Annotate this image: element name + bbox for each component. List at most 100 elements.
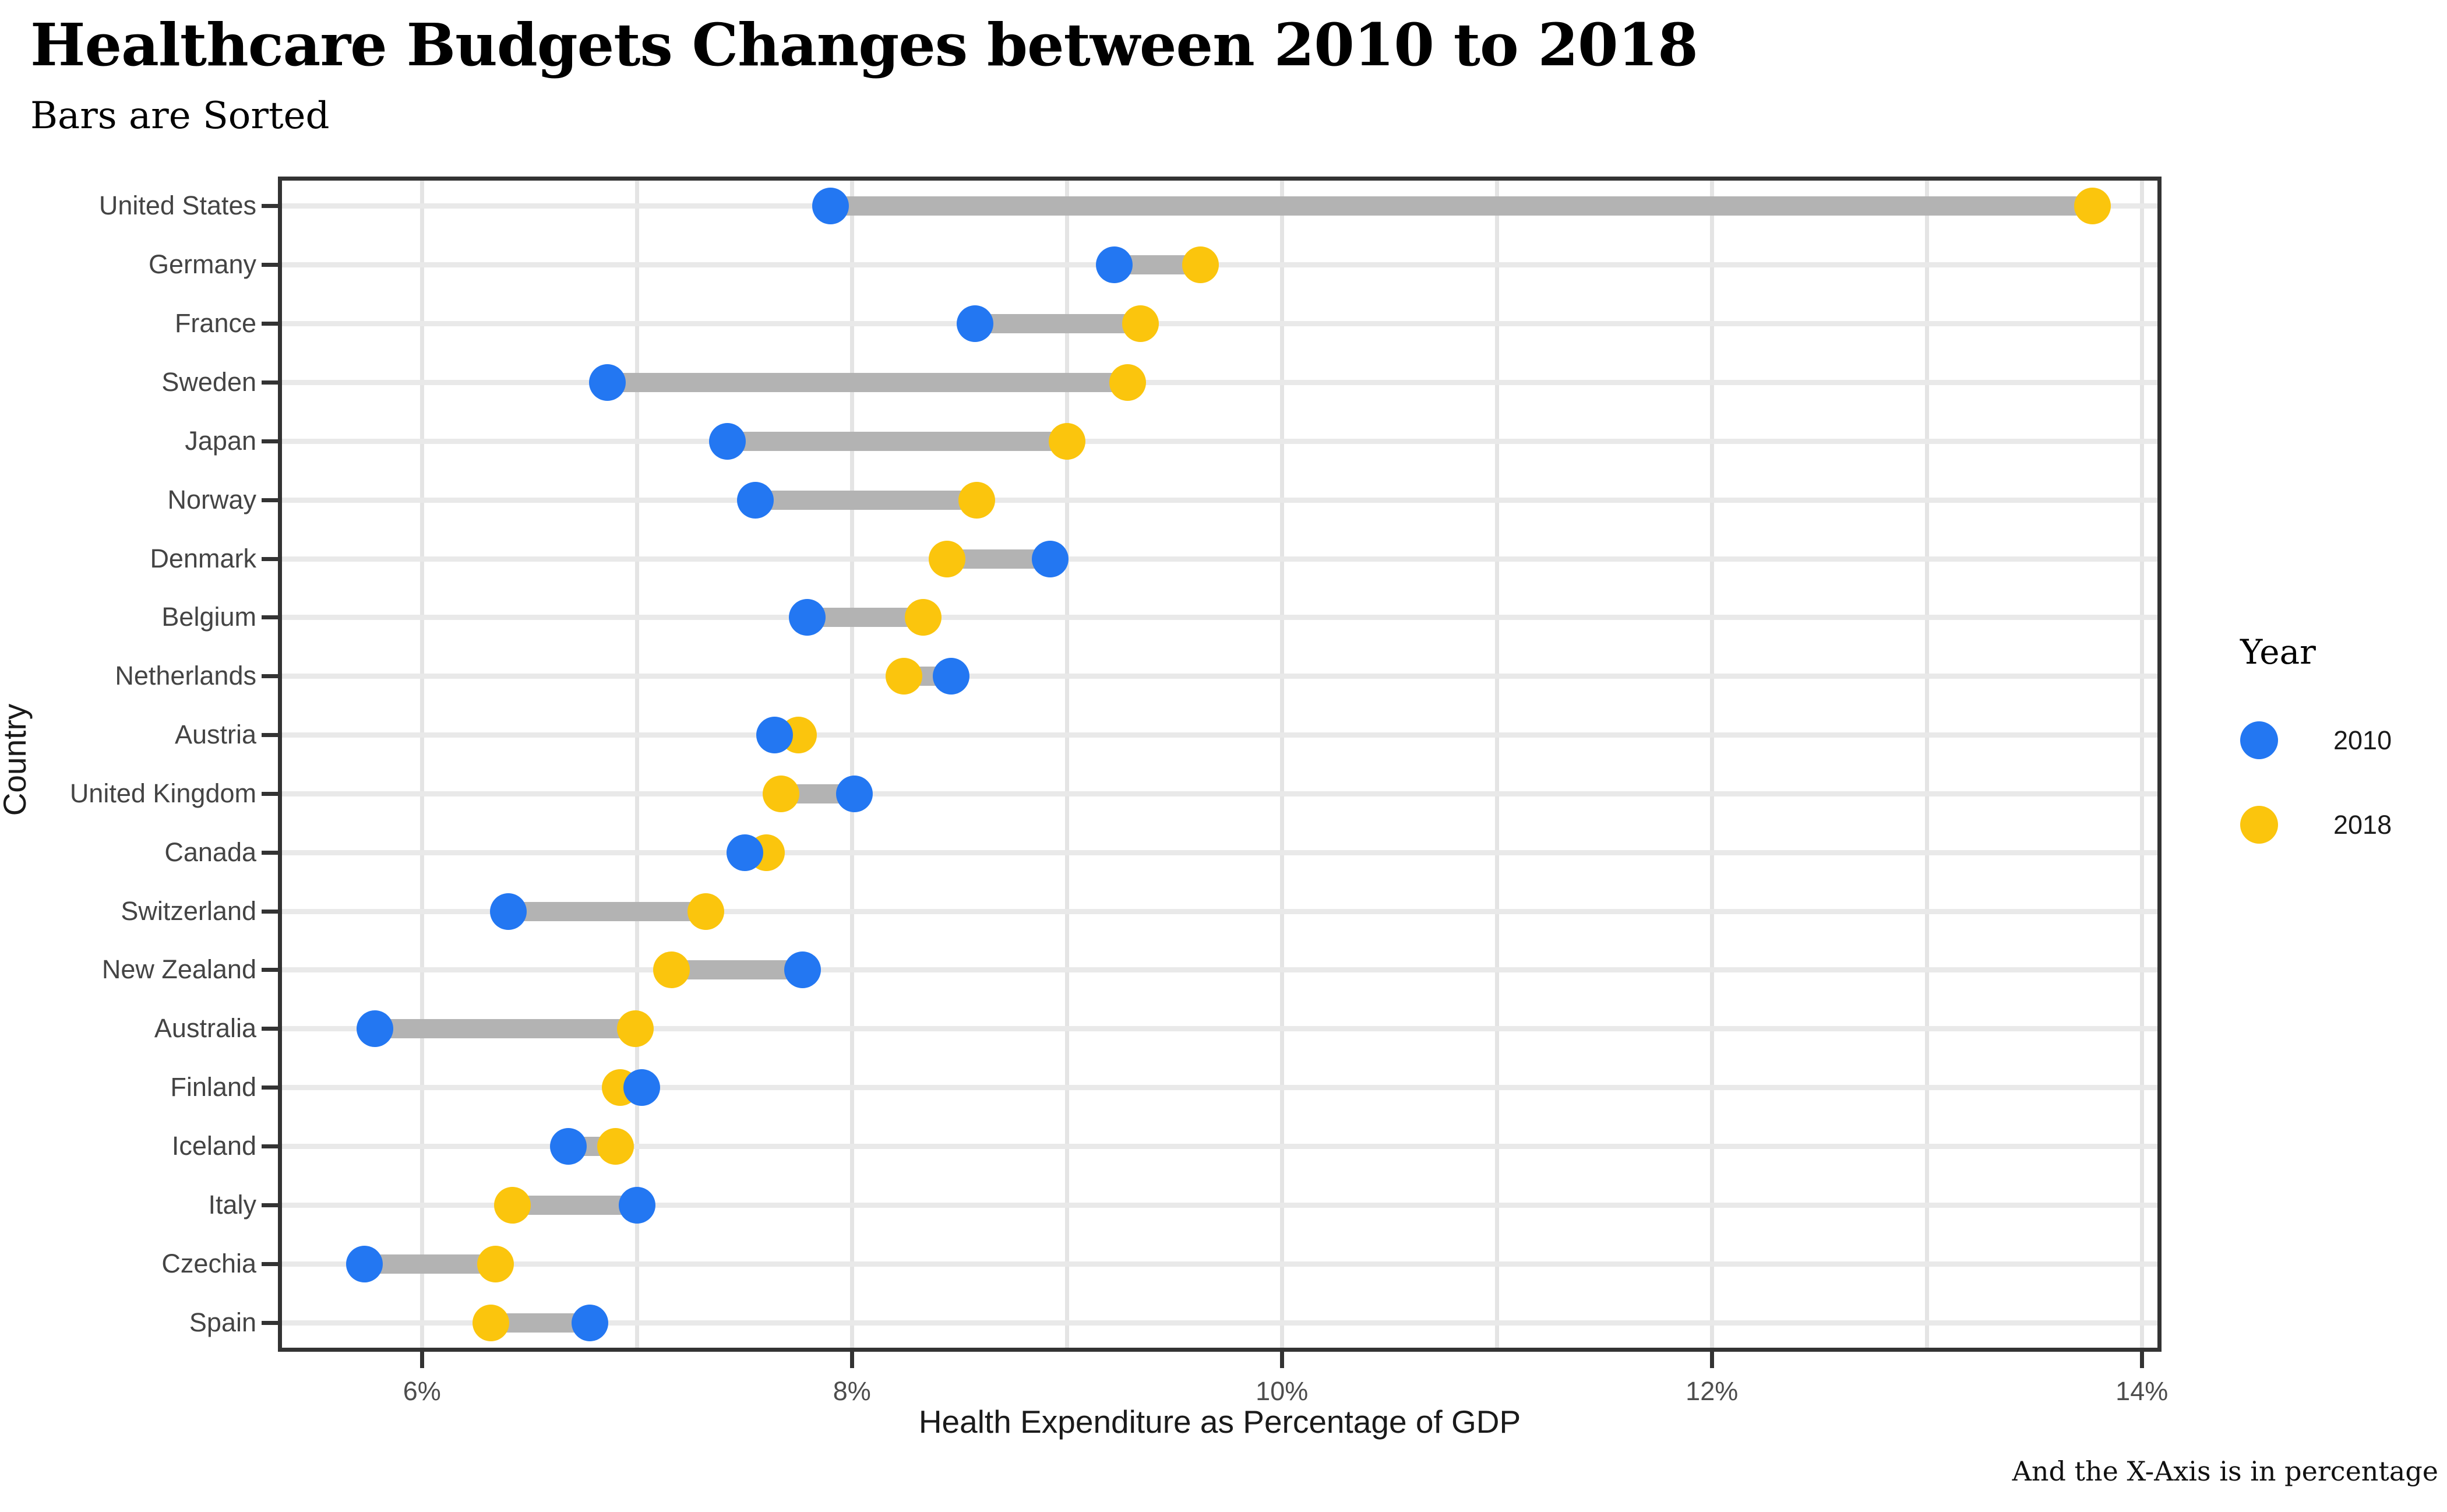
dumbbell-bar bbox=[974, 314, 1140, 334]
dot-2010 bbox=[737, 481, 774, 519]
dumbbell-bar bbox=[830, 196, 2093, 216]
v-gridline bbox=[1280, 177, 1285, 1352]
dot-2018 bbox=[905, 599, 942, 636]
y-axis-title: Country bbox=[0, 703, 33, 816]
x-tick bbox=[850, 1352, 855, 1368]
dot-2010 bbox=[1031, 540, 1069, 577]
country-label: United States bbox=[98, 191, 256, 221]
y-tick bbox=[262, 439, 278, 443]
chart-caption: And the X-Axis is in percentage bbox=[2012, 1455, 2438, 1487]
country-label: Australia bbox=[154, 1013, 256, 1044]
x-tick bbox=[1710, 1352, 1715, 1368]
dot-2018 bbox=[1109, 364, 1146, 401]
dot-2018 bbox=[1122, 305, 1159, 343]
v-gridline bbox=[1495, 177, 1500, 1352]
dumbbell-bar bbox=[671, 960, 803, 980]
country-label: Czechia bbox=[161, 1248, 256, 1278]
country-label: Belgium bbox=[161, 602, 256, 632]
dot-2010 bbox=[835, 775, 873, 812]
h-gridline bbox=[278, 321, 2162, 327]
y-tick bbox=[262, 1144, 278, 1149]
dot-2018 bbox=[928, 540, 965, 577]
dot-2018 bbox=[494, 1186, 531, 1224]
h-gridline bbox=[278, 674, 2162, 679]
v-gridline bbox=[420, 177, 425, 1352]
v-gridline bbox=[1925, 177, 1930, 1352]
dot-2018 bbox=[473, 1304, 510, 1341]
country-label: Germany bbox=[148, 249, 256, 280]
y-tick bbox=[262, 322, 278, 326]
v-gridline bbox=[635, 177, 640, 1352]
dot-2010 bbox=[345, 1245, 383, 1282]
country-label: Iceland bbox=[171, 1131, 256, 1161]
dot-2018 bbox=[1049, 422, 1086, 460]
dot-2010 bbox=[572, 1304, 609, 1341]
dumbbell-bar bbox=[375, 1019, 635, 1039]
country-label: Japan bbox=[185, 425, 256, 456]
legend-label-2010: 2010 bbox=[2333, 725, 2392, 755]
h-gridline bbox=[278, 556, 2162, 562]
y-tick bbox=[262, 380, 278, 385]
h-gridline bbox=[278, 615, 2162, 621]
legend-swatch-2018-icon bbox=[2240, 806, 2278, 844]
dot-2018 bbox=[958, 481, 996, 519]
x-tick bbox=[420, 1352, 425, 1368]
h-gridline bbox=[278, 379, 2162, 385]
y-tick bbox=[262, 498, 278, 502]
x-tick bbox=[1280, 1352, 1285, 1368]
h-gridline bbox=[278, 1202, 2162, 1208]
country-label: Switzerland bbox=[121, 896, 256, 926]
dot-2010 bbox=[956, 305, 993, 343]
dot-2010 bbox=[357, 1010, 394, 1048]
dot-2018 bbox=[653, 951, 690, 989]
legend: Year 2010 2018 bbox=[2240, 632, 2444, 890]
country-label: Norway bbox=[167, 484, 256, 514]
dot-2018 bbox=[477, 1245, 514, 1282]
y-tick bbox=[262, 909, 278, 914]
country-label: Sweden bbox=[161, 366, 256, 397]
dot-2010 bbox=[588, 364, 626, 401]
country-label: Finland bbox=[170, 1072, 256, 1102]
dot-2010 bbox=[812, 188, 849, 225]
dot-2010 bbox=[619, 1186, 656, 1224]
dot-2010 bbox=[489, 893, 527, 930]
dot-2018 bbox=[763, 775, 800, 812]
x-tick-label: 8% bbox=[833, 1376, 871, 1406]
h-gridline bbox=[278, 1026, 2162, 1032]
h-gridline bbox=[278, 850, 2162, 855]
legend-item-2010: 2010 bbox=[2240, 721, 2444, 759]
dot-2010 bbox=[623, 1069, 660, 1106]
y-tick bbox=[262, 204, 278, 209]
dumbbell-bar bbox=[607, 372, 1127, 392]
legend-swatch-2010-icon bbox=[2240, 721, 2278, 759]
y-tick bbox=[262, 1203, 278, 1207]
legend-title: Year bbox=[2240, 632, 2316, 672]
country-label: Spain bbox=[189, 1307, 256, 1337]
y-tick bbox=[262, 968, 278, 972]
h-gridline bbox=[278, 732, 2162, 738]
dot-2010 bbox=[784, 951, 821, 989]
dumbbell-layer bbox=[278, 177, 2162, 1352]
dot-2018 bbox=[2074, 188, 2111, 225]
dumbbell-bar bbox=[364, 1254, 495, 1274]
h-gridline bbox=[278, 967, 2162, 973]
v-gridline bbox=[850, 177, 855, 1352]
country-label: Denmark bbox=[150, 543, 256, 573]
country-label: Netherlands bbox=[115, 661, 256, 691]
x-tick-label: 6% bbox=[403, 1376, 441, 1406]
v-gridline bbox=[2140, 177, 2145, 1352]
dumbbell-bar bbox=[727, 431, 1067, 451]
dot-2018 bbox=[885, 658, 922, 695]
h-gridline bbox=[278, 1320, 2162, 1326]
country-label: United Kingdom bbox=[69, 778, 256, 808]
h-gridline bbox=[278, 908, 2162, 914]
x-tick-label: 14% bbox=[2115, 1376, 2169, 1406]
chart-subtitle: Bars are Sorted bbox=[30, 94, 330, 138]
h-gridline bbox=[278, 1261, 2162, 1267]
v-gridline bbox=[1065, 177, 1070, 1352]
h-gridline bbox=[278, 497, 2162, 503]
dot-2018 bbox=[597, 1128, 634, 1165]
y-tick bbox=[262, 1085, 278, 1090]
dumbbell-bar bbox=[507, 901, 706, 921]
